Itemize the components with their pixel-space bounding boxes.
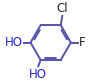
Text: F: F — [79, 36, 85, 49]
Text: Cl: Cl — [56, 2, 68, 15]
Text: HO: HO — [4, 36, 22, 49]
Text: HO: HO — [28, 68, 47, 81]
